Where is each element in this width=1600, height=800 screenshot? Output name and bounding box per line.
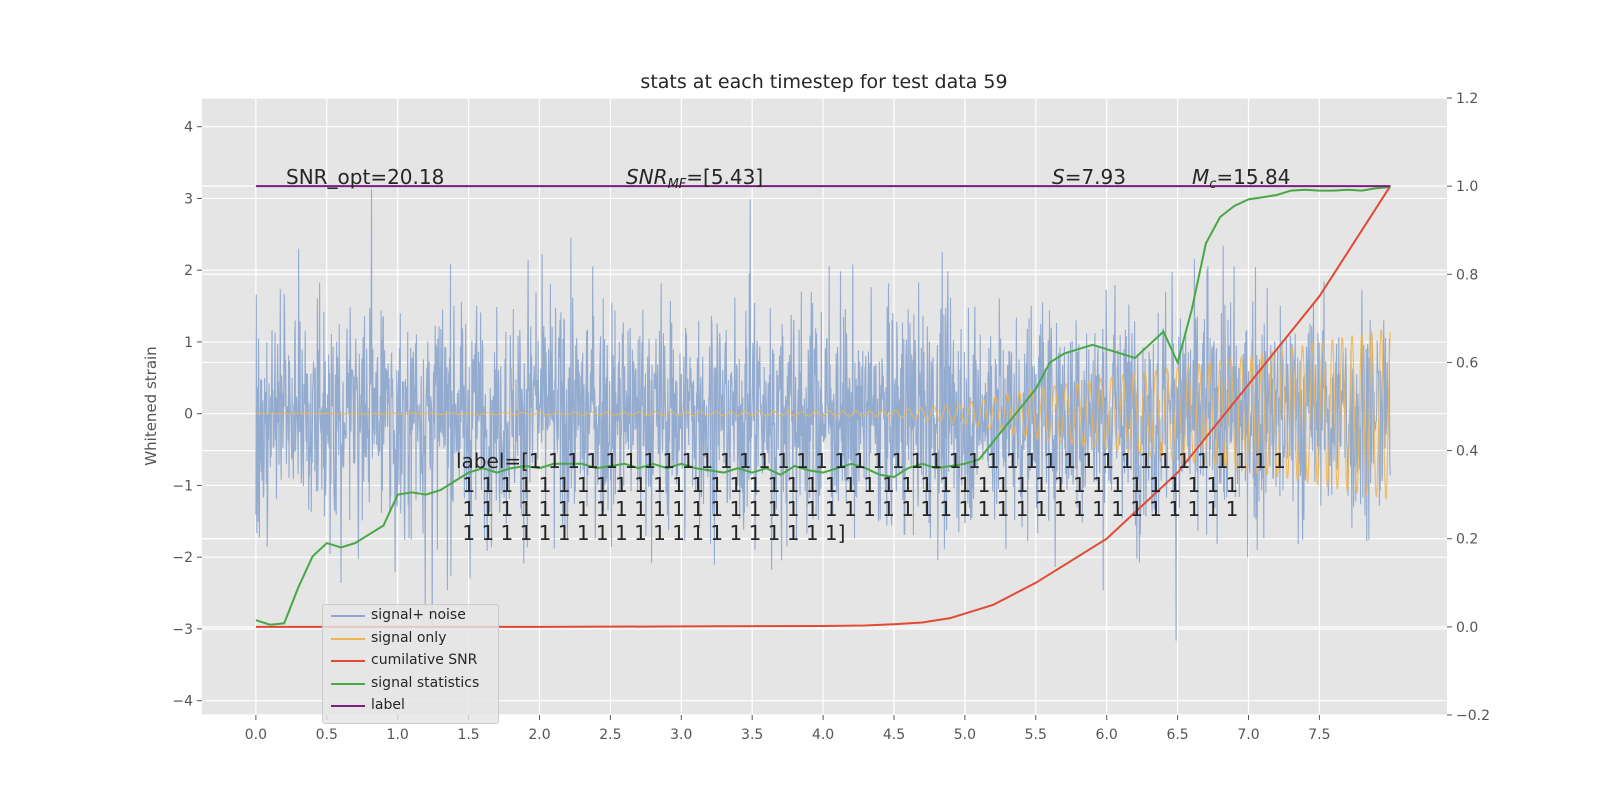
x-tick-label: 3.5 [741, 727, 763, 743]
series-lines [255, 185, 1392, 628]
legend: signal+ noise signal only cumilative SNR… [322, 604, 499, 724]
legend-label: cumilative SNR [371, 652, 478, 668]
y-tick-label: −3 [172, 622, 193, 638]
y2-tick-label: −0.2 [1456, 708, 1490, 724]
snr-mf-annotation: SNRMF=[5.43] [626, 165, 763, 192]
x-tick-label: 2.5 [599, 727, 621, 743]
stat-s-value: =7.93 [1065, 165, 1126, 189]
x-tick-label: 4.5 [883, 727, 905, 743]
legend-swatch [331, 660, 365, 662]
chart-title: stats at each timestep for test data 59 [640, 71, 1007, 93]
cumilative-snr-line [255, 185, 1392, 628]
y-tick-label: 1 [184, 335, 193, 351]
legend-swatch [331, 705, 365, 707]
legend-label: signal+ noise [371, 607, 466, 623]
x-tick-label: 1.0 [387, 727, 409, 743]
annotations: SNR_opt=20.18 SNRMF=[5.43] S=7.93 Mc=15.… [286, 165, 1290, 545]
x-tick-label: 7.0 [1237, 727, 1259, 743]
y-tick-label: −2 [172, 550, 193, 566]
legend-swatch [331, 682, 365, 685]
label-line-2: 1 1 1 1 1 1 1 1 1 1 1 1 1 1 1 1 1 1 1 1 … [456, 473, 1238, 497]
x-tick-label: 0.5 [316, 727, 338, 743]
y-tick-label: 4 [184, 120, 193, 136]
legend-item-cumilative-snr: cumilative SNR [323, 650, 498, 673]
y-axis-label: Whitened strain [142, 346, 160, 465]
y2-tick-label: 0.2 [1456, 532, 1478, 548]
y2-tick-label: 0.0 [1456, 620, 1478, 636]
y-tick-label: 2 [184, 263, 193, 279]
stat-s-symbol: S [1052, 165, 1065, 189]
x-axis-ticks: 0.0 0.5 1.0 1.5 2.0 2.5 3.0 3.5 4.0 4.5 5.0 5.5 6.0 6… [245, 715, 1331, 743]
x-tick-label: 5.5 [1025, 727, 1047, 743]
legend-label: signal statistics [371, 674, 480, 691]
y-tick-label: 0 [184, 407, 193, 423]
signal-statistics-line [255, 186, 1391, 626]
legend-item-signal-only: signal only [323, 628, 498, 651]
y2-tick-label: 0.8 [1456, 267, 1478, 283]
legend-item-signal-noise: signal+ noise [323, 605, 498, 628]
y2-tick-label: 0.6 [1456, 355, 1478, 371]
y2-tick-label: 1.0 [1456, 179, 1478, 195]
x-tick-label: 6.0 [1096, 727, 1118, 743]
x-tick-label: 0.0 [245, 727, 267, 743]
x-tick-label: 1.5 [457, 727, 479, 743]
y-tick-label: −4 [172, 694, 193, 710]
legend-item-signal-statistics: signal statistics [323, 673, 498, 696]
legend-swatch [331, 615, 365, 617]
legend-swatch [331, 637, 365, 640]
mc-value: =15.84 [1216, 165, 1290, 189]
x-tick-label: 2.0 [528, 727, 550, 743]
snr-mf-subscript: MF [668, 177, 687, 192]
label-line-4: 1 1 1 1 1 1 1 1 1 1 1 1 1 1 1 1 1 1 1 1] [456, 521, 845, 545]
y-tick-label: 3 [184, 191, 193, 207]
x-tick-label: 6.5 [1166, 727, 1188, 743]
series-signal-only [255, 329, 1391, 501]
legend-label: signal only [371, 629, 447, 646]
mc-subscript: c [1209, 177, 1216, 192]
y2-axis-ticks: 1.2 1.0 0.8 0.6 0.4 0.2 0.0 −0.2 [1447, 91, 1490, 724]
y-axis-ticks: 4 3 2 1 0 −1 −2 −3 −4 [172, 120, 202, 710]
x-tick-label: 4.0 [812, 727, 834, 743]
mc-symbol: M [1192, 165, 1209, 189]
snr-mf-value: =[5.43] [686, 165, 763, 189]
y2-tick-label: 1.2 [1456, 91, 1478, 107]
label-annotation: label=[1 1 1 1 1 1 1 1 1 1 1 1 1 1 1 1 1… [456, 449, 1286, 545]
label-line-1: label=[1 1 1 1 1 1 1 1 1 1 1 1 1 1 1 1 1… [456, 449, 1286, 473]
legend-label: label [371, 697, 405, 713]
snr-opt-annotation: SNR_opt=20.18 [286, 165, 444, 189]
snr-mf-symbol: SNR [626, 165, 668, 189]
legend-item-label: label [323, 695, 498, 718]
x-tick-label: 5.0 [954, 727, 976, 743]
mc-annotation: Mc=15.84 [1192, 165, 1290, 192]
y2-tick-label: 0.4 [1456, 444, 1478, 460]
y-tick-label: −1 [172, 478, 193, 494]
x-tick-label: 7.5 [1308, 727, 1330, 743]
x-tick-label: 3.0 [670, 727, 692, 743]
signal-only-line [255, 329, 1391, 501]
label-line-3: 1 1 1 1 1 1 1 1 1 1 1 1 1 1 1 1 1 1 1 1 … [456, 497, 1238, 521]
stat-s-annotation: S=7.93 [1052, 165, 1126, 189]
